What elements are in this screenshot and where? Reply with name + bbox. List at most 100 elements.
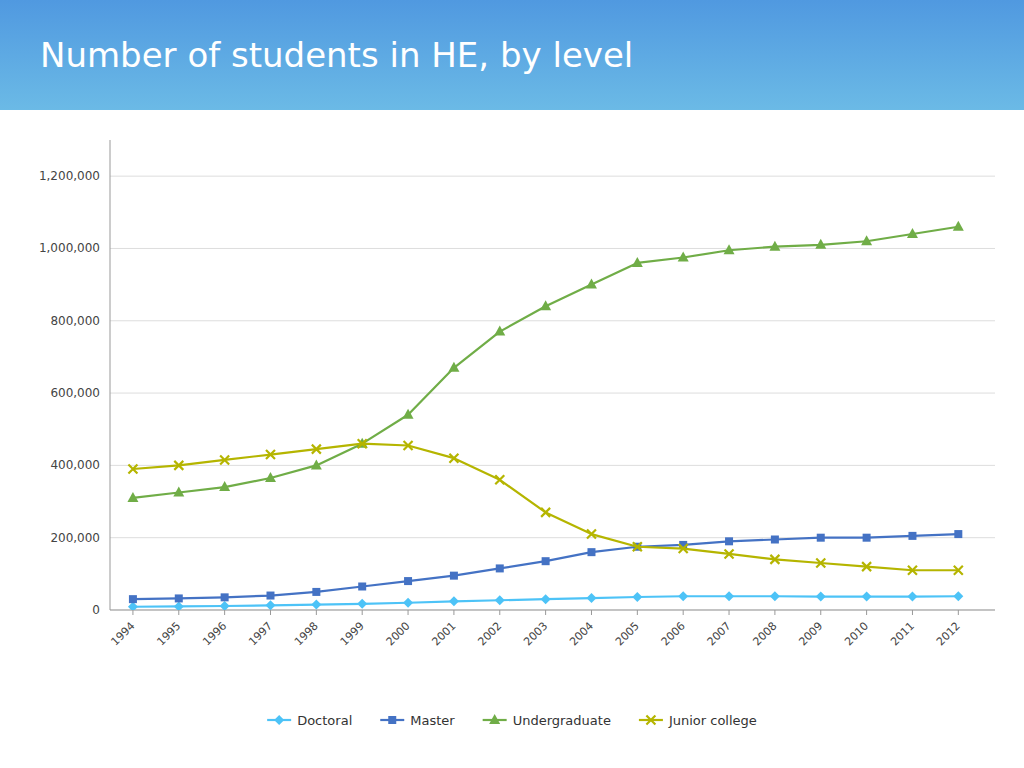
title-band — [0, 0, 1024, 110]
x-tick-label: 1995 — [154, 619, 183, 648]
x-tick — [499, 610, 500, 615]
x-tick-label: 2005 — [613, 619, 642, 648]
point-marker — [817, 534, 825, 542]
point-marker — [542, 557, 550, 565]
point-marker — [770, 555, 779, 564]
y-axis-line — [110, 140, 111, 610]
point-marker — [495, 595, 505, 605]
legend-item: Master — [380, 713, 455, 728]
grid-line — [110, 320, 995, 321]
x-tick-label: 1999 — [338, 619, 367, 648]
grid-line — [110, 176, 995, 177]
x-tick — [866, 610, 867, 615]
point-marker — [266, 592, 274, 600]
point-marker — [128, 465, 137, 474]
y-tick-label: 400,000 — [50, 458, 100, 472]
point-marker — [449, 454, 458, 463]
x-axis-line — [110, 610, 995, 611]
point-marker — [404, 577, 412, 585]
point-marker — [174, 601, 184, 610]
legend-swatch-marker — [489, 714, 500, 724]
point-marker — [633, 542, 642, 551]
x-tick-label: 1998 — [292, 619, 321, 648]
x-tick — [132, 610, 133, 615]
point-marker — [907, 228, 918, 238]
x-tick — [545, 610, 546, 615]
x-tick-label: 2012 — [934, 619, 963, 648]
point-marker — [221, 593, 229, 601]
point-marker — [265, 600, 275, 610]
x-tick — [408, 610, 409, 615]
series — [128, 439, 962, 575]
point-marker — [632, 592, 642, 602]
point-marker — [861, 235, 872, 245]
y-tick-label: 600,000 — [50, 386, 100, 400]
point-marker — [816, 559, 825, 568]
series-line — [133, 534, 958, 599]
legend-swatch-marker — [274, 715, 284, 725]
x-tick-label: 2006 — [659, 619, 688, 648]
point-marker — [586, 593, 596, 603]
point-marker — [863, 534, 871, 542]
x-tick-label: 2001 — [430, 619, 459, 648]
chart: Number of students in HE, by level0200,0… — [0, 0, 1024, 768]
point-marker — [358, 583, 366, 591]
y-grid — [110, 176, 995, 610]
series — [128, 591, 963, 610]
point-marker — [220, 601, 230, 610]
point-marker — [953, 591, 963, 601]
x-tick — [820, 610, 821, 615]
point-marker — [907, 592, 917, 602]
point-marker — [357, 599, 367, 609]
x-tick — [453, 610, 454, 615]
point-marker — [769, 241, 780, 251]
x-tick-label: 1994 — [109, 619, 138, 648]
legend-item: Undergraduate — [483, 713, 611, 728]
point-marker — [448, 362, 459, 372]
point-marker — [220, 455, 229, 464]
point-marker — [862, 592, 872, 602]
y-tick-label: 800,000 — [50, 314, 100, 328]
point-marker — [266, 450, 275, 459]
point-marker — [541, 594, 551, 604]
point-marker — [495, 475, 504, 484]
x-tick-label: 2010 — [842, 619, 871, 648]
point-marker — [129, 595, 137, 603]
point-marker — [312, 588, 320, 596]
legend-swatch-marker — [388, 716, 396, 724]
point-marker — [725, 537, 733, 545]
x-tick-label: 1997 — [246, 619, 275, 648]
legend-item: Doctoral — [267, 713, 352, 728]
point-marker — [908, 566, 917, 575]
legend-label: Junior college — [668, 713, 757, 728]
point-marker — [541, 508, 550, 517]
point-marker — [449, 596, 459, 606]
x-tick — [224, 610, 225, 615]
x-tick — [958, 610, 959, 615]
x-tick-label: 2007 — [705, 619, 734, 648]
series-group — [127, 221, 963, 610]
x-tick — [591, 610, 592, 615]
x-tick-label: 2002 — [475, 619, 504, 648]
grid-line — [110, 610, 995, 611]
point-marker — [586, 279, 597, 289]
point-marker — [450, 572, 458, 580]
legend-label: Master — [410, 713, 455, 728]
point-marker — [311, 459, 322, 469]
legend: Doctoral Master Undergraduate Junior colleg… — [267, 713, 757, 728]
x-tick — [270, 610, 271, 615]
legend-swatch-marker — [646, 716, 655, 725]
point-marker — [540, 300, 551, 310]
point-marker — [632, 257, 643, 267]
point-marker — [954, 530, 962, 538]
grid-line — [110, 393, 995, 394]
point-marker — [173, 487, 184, 497]
point-marker — [770, 591, 780, 601]
x-tick — [912, 610, 913, 615]
y-tick-label: 1,000,000 — [39, 241, 100, 255]
point-marker — [771, 536, 779, 544]
y-tick-label: 1,200,000 — [39, 169, 100, 183]
point-marker — [175, 594, 183, 602]
point-marker — [403, 598, 413, 608]
point-marker — [953, 221, 964, 231]
